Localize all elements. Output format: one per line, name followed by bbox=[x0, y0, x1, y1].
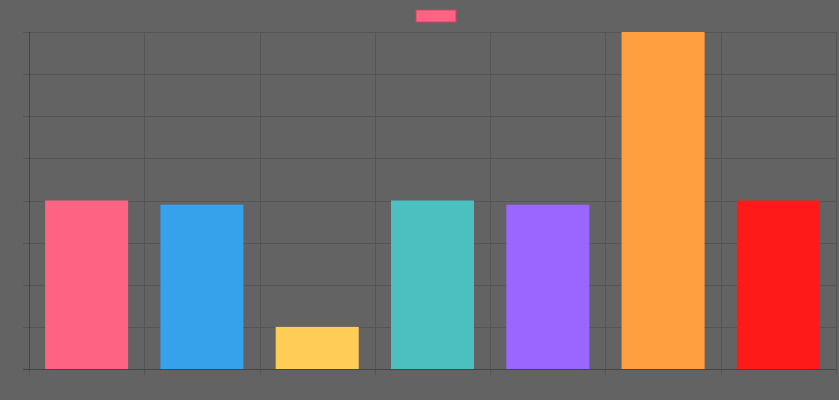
bar bbox=[160, 204, 244, 369]
bar bbox=[736, 200, 820, 369]
bar bbox=[621, 32, 705, 369]
legend[interactable] bbox=[415, 9, 457, 23]
legend-swatch[interactable] bbox=[415, 9, 457, 23]
bar bbox=[506, 204, 590, 369]
bar-series bbox=[45, 32, 820, 369]
axes bbox=[23, 32, 836, 370]
bar bbox=[45, 200, 129, 369]
bar bbox=[275, 326, 359, 369]
bar bbox=[391, 200, 474, 369]
